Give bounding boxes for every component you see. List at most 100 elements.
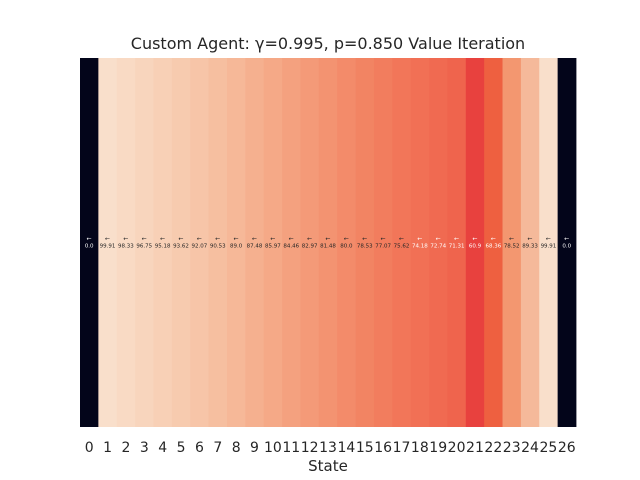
x-tick-label: 16: [374, 440, 392, 456]
heatmap-cell-12: [300, 58, 320, 427]
policy-arrow-icon: ←: [417, 236, 422, 243]
heatmap-cell-23: [502, 58, 522, 427]
heatmap-cell-5: [171, 58, 191, 427]
heatmap-cell-8: [226, 58, 246, 427]
policy-arrow-icon: ←: [399, 236, 404, 243]
policy-arrow-icon: ←: [252, 236, 257, 243]
cell-value-label: 75.62: [394, 244, 410, 250]
heatmap-cell-14: [337, 58, 356, 427]
cell-value-label: 98.33: [118, 244, 134, 250]
heatmap-cell-25: [539, 58, 559, 427]
cell-value-label: 89.33: [522, 244, 538, 250]
policy-arrow-icon: ←: [123, 236, 128, 243]
heatmap-cell-2: [116, 58, 136, 427]
cell-value-label: 92.07: [192, 244, 208, 250]
heatmap-cell-18: [410, 58, 430, 427]
policy-arrow-icon: ←: [381, 236, 386, 243]
cell-value-label: 77.07: [375, 244, 391, 250]
policy-arrow-icon: ←: [142, 236, 147, 243]
x-tick-label: 22: [484, 440, 502, 456]
heatmap-cells: ←0.0←99.91←98.33←96.75←95.18←93.62←92.07…: [80, 58, 577, 427]
policy-arrow-icon: ←: [160, 236, 165, 243]
heatmap-cell-26: [557, 58, 577, 427]
cell-value-label: 80.0: [340, 244, 353, 250]
heatmap-cell-24: [520, 58, 540, 427]
policy-arrow-icon: ←: [436, 236, 441, 243]
policy-arrow-icon: ←: [289, 236, 294, 243]
cell-value-label: 72.74: [430, 244, 446, 250]
cell-value-label: 84.46: [283, 244, 299, 250]
x-tick-label: 8: [232, 440, 241, 456]
heatmap-cell-15: [355, 58, 375, 427]
x-tick-label: 13: [319, 440, 337, 456]
cell-value-label: 93.62: [173, 244, 189, 250]
policy-arrow-icon: ←: [325, 236, 330, 243]
x-tick-label: 0: [85, 440, 94, 456]
cell-value-label: 60.9: [469, 244, 482, 250]
cell-value-label: 68.36: [485, 244, 501, 250]
x-tick-label: 23: [503, 440, 521, 456]
cell-value-label: 95.18: [155, 244, 171, 250]
heatmap-cell-22: [484, 58, 503, 427]
x-tick-label: 7: [213, 440, 222, 456]
x-tick-label: 4: [158, 440, 167, 456]
cell-value-label: 0.0: [562, 244, 571, 250]
x-tick-label: 18: [411, 440, 429, 456]
heatmap-cell-19: [429, 58, 448, 427]
policy-arrow-icon: ←: [179, 236, 184, 243]
x-tick-label: 5: [177, 440, 186, 456]
policy-arrow-icon: ←: [307, 236, 312, 243]
x-tick-label: 19: [429, 440, 447, 456]
cell-value-label: 82.97: [302, 244, 318, 250]
heatmap-cell-0: [80, 58, 99, 427]
x-tick-label: 21: [466, 440, 484, 456]
policy-arrow-icon: ←: [564, 236, 569, 243]
x-tick-label: 3: [140, 440, 149, 456]
policy-arrow-icon: ←: [472, 236, 477, 243]
policy-arrow-icon: ←: [105, 236, 110, 243]
heatmap-cell-9: [245, 58, 265, 427]
policy-arrow-icon: ←: [234, 236, 239, 243]
heatmap-cell-21: [465, 58, 485, 427]
x-tick-label: 20: [448, 440, 466, 456]
policy-arrow-icon: ←: [215, 236, 220, 243]
cell-value-label: 81.48: [320, 244, 336, 250]
cell-value-label: 87.48: [247, 244, 263, 250]
cell-value-label: 78.52: [504, 244, 520, 250]
cell-value-label: 99.91: [541, 244, 557, 250]
x-tick-label: 24: [521, 440, 539, 456]
x-tick-label: 11: [282, 440, 300, 456]
policy-arrow-icon: ←: [344, 236, 349, 243]
x-axis-label: State: [308, 457, 348, 475]
x-tick-label: 17: [393, 440, 411, 456]
cell-value-label: 71.31: [449, 244, 465, 250]
heatmap-cell-13: [318, 58, 338, 427]
x-tick-label: 6: [195, 440, 204, 456]
heatmap-cell-3: [135, 58, 154, 427]
policy-arrow-icon: ←: [270, 236, 275, 243]
x-tick-label: 9: [250, 440, 259, 456]
heatmap-cell-4: [153, 58, 173, 427]
heatmap-cell-17: [392, 58, 412, 427]
cell-value-label: 99.91: [100, 244, 116, 250]
policy-arrow-icon: ←: [528, 236, 533, 243]
policy-arrow-icon: ←: [87, 236, 92, 243]
x-axis-ticks: 0 1 2 3 4 5 6 7 8 9 10 11 12 13 14 15 16 17 18 19 20 21 22 23 24…: [85, 440, 576, 456]
heatmap-cell-6: [190, 58, 209, 427]
cell-value-label: 85.97: [265, 244, 281, 250]
heatmap-cell-16: [373, 58, 393, 427]
x-tick-label: 1: [103, 440, 112, 456]
x-tick-label: 14: [337, 440, 355, 456]
policy-arrow-icon: ←: [546, 236, 551, 243]
policy-arrow-icon: ←: [509, 236, 514, 243]
policy-arrow-icon: ←: [197, 236, 202, 243]
x-tick-label: 15: [356, 440, 374, 456]
heatmap-cell-7: [208, 58, 228, 427]
cell-value-label: 74.18: [412, 244, 428, 250]
heatmap-cell-10: [263, 58, 283, 427]
policy-arrow-icon: ←: [362, 236, 367, 243]
x-tick-label: 2: [121, 440, 130, 456]
policy-arrow-icon: ←: [454, 236, 459, 243]
x-tick-label: 25: [540, 440, 558, 456]
